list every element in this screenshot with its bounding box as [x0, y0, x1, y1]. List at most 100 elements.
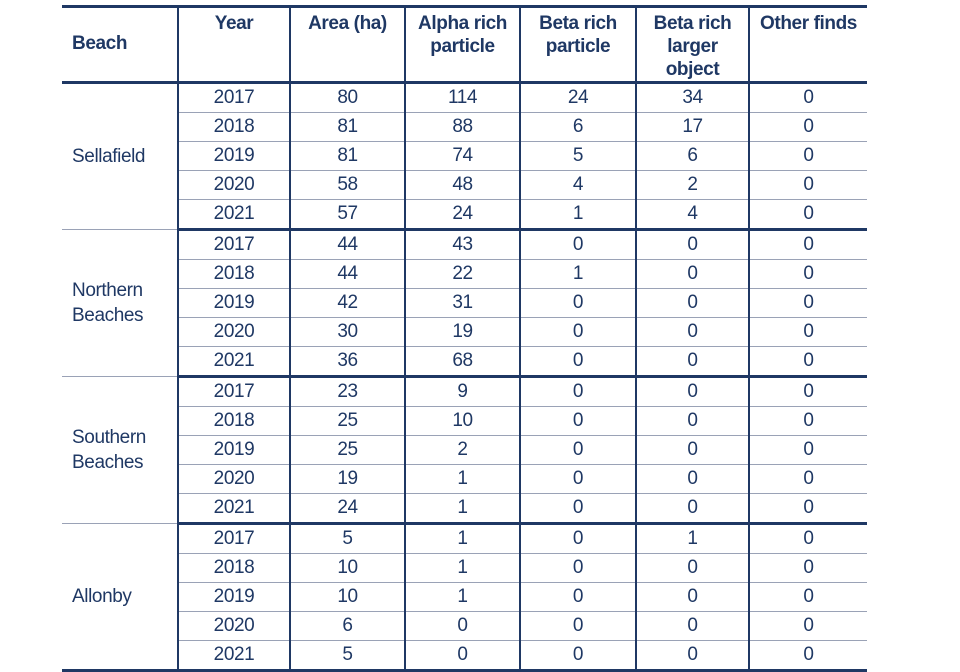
value-cell: 1 [405, 493, 521, 526]
value-cell: 30 [290, 317, 406, 348]
value-cell: 4 [520, 170, 637, 201]
table-row-allonby-2021: 2021 5 0 0 0 0 [62, 640, 867, 672]
year-cell: 2017 [178, 82, 291, 114]
table-row-southern-beaches-2020: 2020 19 1 0 0 0 [62, 464, 867, 495]
year-cell: 2018 [178, 112, 291, 143]
value-cell: 10 [290, 553, 406, 584]
value-cell: 0 [636, 464, 750, 495]
value-cell: 25 [290, 435, 406, 466]
value-cell: 5 [290, 640, 406, 672]
value-cell: 24 [405, 199, 521, 232]
value-cell: 68 [405, 346, 521, 379]
value-cell: 80 [290, 82, 406, 114]
value-cell: 0 [520, 346, 637, 379]
table-row-sellafield-2021: 2021 57 24 1 4 0 [62, 199, 867, 232]
value-cell: 10 [290, 582, 406, 613]
value-cell: 0 [749, 170, 867, 201]
table-row-southern-beaches-2019: 2019 25 2 0 0 0 [62, 435, 867, 466]
value-cell: 0 [749, 288, 867, 319]
value-cell: 44 [290, 229, 406, 261]
value-cell: 0 [749, 346, 867, 379]
value-cell: 1 [405, 464, 521, 495]
value-cell: 1 [636, 523, 750, 555]
value-cell: 0 [520, 640, 637, 672]
value-cell: 57 [290, 199, 406, 232]
value-cell: 22 [405, 259, 521, 290]
table-row-southern-beaches-2018: 2018 25 10 0 0 0 [62, 406, 867, 437]
table-row-northern-beaches-2017: Northern Beaches 2017 44 43 0 0 0 [62, 229, 867, 378]
value-cell: 0 [636, 553, 750, 584]
value-cell: 5 [290, 523, 406, 555]
value-cell: 0 [636, 288, 750, 319]
value-cell: 88 [405, 112, 521, 143]
table-row-sellafield-2020: 2020 58 48 4 2 0 [62, 170, 867, 201]
table-body: Sellafield 2017 80 114 24 34 0 2018 81 88 6 17 0 2019… [62, 82, 867, 672]
header-row: Beach Year Area (ha) Alpha rich particle Bet… [62, 6, 867, 85]
value-cell: 0 [749, 523, 867, 555]
column-header-alpha-rich-particle: Alpha rich particle [405, 6, 521, 85]
table-row-northern-beaches-2019: 2019 42 31 0 0 0 [62, 288, 867, 319]
value-cell: 81 [290, 141, 406, 172]
value-cell: 0 [636, 317, 750, 348]
value-cell: 19 [290, 464, 406, 495]
value-cell: 0 [749, 464, 867, 495]
value-cell: 0 [749, 82, 867, 114]
table-row-allonby-2017: Allonby 2017 5 1 0 1 0 [62, 523, 867, 672]
beach-finds-table: Beach Year Area (ha) Alpha rich particle Bet… [62, 5, 867, 672]
value-cell: 9 [405, 376, 521, 408]
year-cell: 2019 [178, 582, 291, 613]
year-cell: 2021 [178, 199, 291, 232]
value-cell: 0 [749, 553, 867, 584]
value-cell: 0 [636, 406, 750, 437]
value-cell: 0 [749, 141, 867, 172]
value-cell: 0 [749, 582, 867, 613]
beach-monitoring-table-container: Beach Year Area (ha) Alpha rich particle Bet… [62, 5, 867, 672]
value-cell: 0 [636, 640, 750, 672]
value-cell: 0 [749, 611, 867, 642]
year-cell: 2020 [178, 170, 291, 201]
value-cell: 0 [749, 259, 867, 290]
value-cell: 0 [749, 199, 867, 232]
value-cell: 24 [290, 493, 406, 526]
year-cell: 2017 [178, 376, 291, 408]
value-cell: 0 [520, 229, 637, 261]
value-cell: 48 [405, 170, 521, 201]
value-cell: 0 [749, 493, 867, 526]
table-row-northern-beaches-2020: 2020 30 19 0 0 0 [62, 317, 867, 348]
value-cell: 0 [636, 493, 750, 526]
value-cell: 24 [520, 82, 637, 114]
table-row-northern-beaches-2021: 2021 36 68 0 0 0 [62, 346, 867, 379]
value-cell: 17 [636, 112, 750, 143]
value-cell: 0 [749, 317, 867, 348]
year-cell: 2019 [178, 288, 291, 319]
value-cell: 0 [636, 582, 750, 613]
year-cell: 2020 [178, 611, 291, 642]
value-cell: 2 [636, 170, 750, 201]
value-cell: 1 [405, 553, 521, 584]
year-cell: 2019 [178, 141, 291, 172]
column-header-area-ha: Area (ha) [290, 6, 406, 85]
value-cell: 10 [405, 406, 521, 437]
value-cell: 23 [290, 376, 406, 408]
table-row-allonby-2020: 2020 6 0 0 0 0 [62, 611, 867, 642]
value-cell: 0 [520, 435, 637, 466]
value-cell: 58 [290, 170, 406, 201]
value-cell: 0 [749, 435, 867, 466]
value-cell: 0 [636, 611, 750, 642]
table-row-sellafield-2019: 2019 81 74 5 6 0 [62, 141, 867, 172]
value-cell: 1 [405, 582, 521, 613]
year-cell: 2017 [178, 229, 291, 261]
value-cell: 0 [749, 406, 867, 437]
value-cell: 0 [520, 523, 637, 555]
value-cell: 43 [405, 229, 521, 261]
value-cell: 114 [405, 82, 521, 114]
value-cell: 6 [636, 141, 750, 172]
year-cell: 2020 [178, 464, 291, 495]
year-cell: 2018 [178, 553, 291, 584]
value-cell: 0 [520, 288, 637, 319]
value-cell: 25 [290, 406, 406, 437]
value-cell: 0 [749, 376, 867, 408]
year-cell: 2017 [178, 523, 291, 555]
table-header: Beach Year Area (ha) Alpha rich particle Bet… [62, 6, 867, 85]
value-cell: 0 [636, 259, 750, 290]
